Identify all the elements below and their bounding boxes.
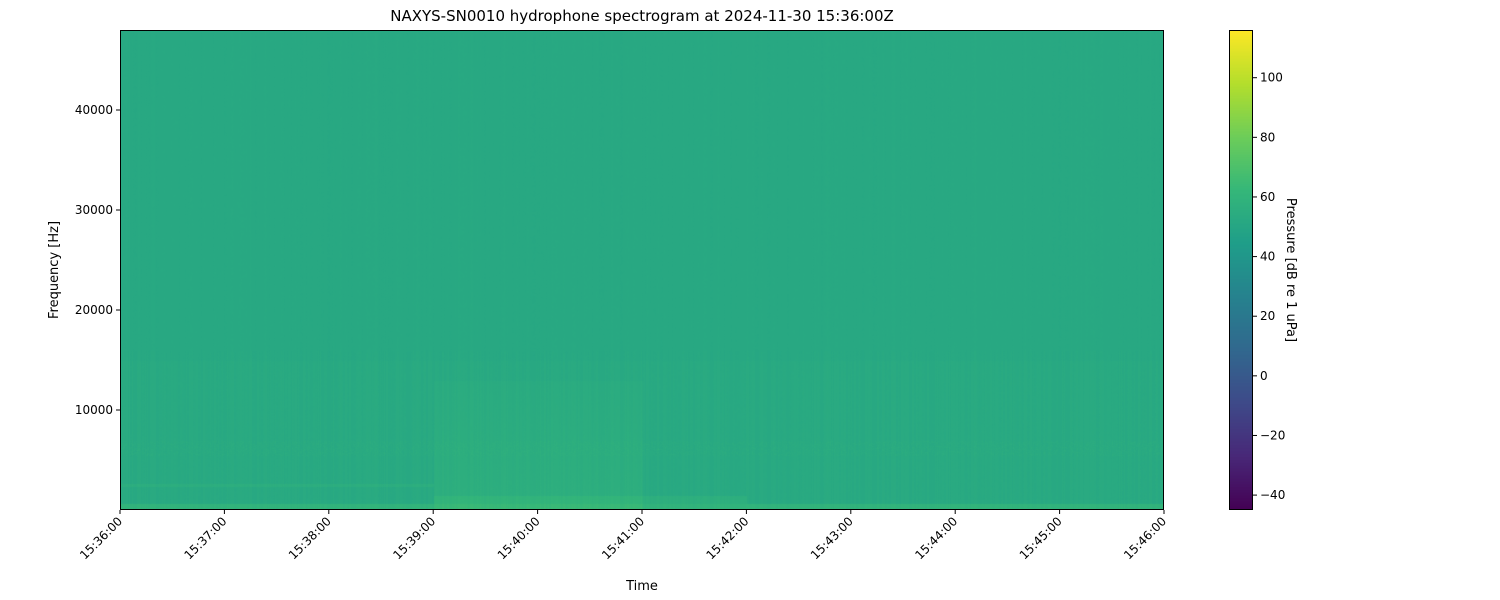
x-tick-label: 15:43:00 (808, 514, 856, 562)
x-tick-label: 15:40:00 (495, 514, 543, 562)
x-tick-label: 15:45:00 (1017, 514, 1065, 562)
y-tick-label: 20000 (75, 303, 113, 317)
colorbar-label: Pressure [dB re 1 uPa] (1283, 198, 1298, 342)
y-tick-label: 40000 (75, 103, 113, 117)
colorbar-tick-label: 20 (1260, 309, 1275, 323)
colorbar-gradient (1229, 30, 1253, 510)
colorbar-tick-label: 40 (1260, 250, 1275, 264)
x-tick-label: 15:46:00 (1121, 514, 1169, 562)
colorbar-axis: −40 −20 0 20 40 60 80 100 (1253, 71, 1285, 502)
spectrogram-image (120, 30, 1164, 510)
plot-frame (120, 30, 1164, 510)
x-tick-label: 15:38:00 (286, 514, 334, 562)
x-axis: 15:36:00 15:37:00 15:38:00 15:39:00 15:40:00… (77, 510, 1169, 562)
colorbar-tick-label: 0 (1260, 369, 1268, 383)
colorbar-tick-label: 100 (1260, 71, 1283, 85)
x-tick-label: 15:37:00 (182, 514, 230, 562)
x-tick-label: 15:42:00 (704, 514, 752, 562)
x-axis-label: Time (625, 579, 658, 594)
colorbar-tick-label: −40 (1260, 488, 1285, 502)
y-tick-label: 30000 (75, 203, 113, 217)
y-axis-label: Frequency [Hz] (47, 221, 62, 319)
colorbar-tick-label: 80 (1260, 130, 1275, 144)
x-tick-label: 15:39:00 (390, 514, 438, 562)
colorbar-tick-label: −20 (1260, 428, 1285, 442)
chart-title: NAXYS-SN0010 hydrophone spectrogram at 2… (390, 7, 894, 25)
y-tick-label: 10000 (75, 403, 113, 417)
colorbar-tick-label: 60 (1260, 190, 1275, 204)
colorbar-frame (1229, 30, 1253, 510)
x-tick-label: 15:41:00 (599, 514, 647, 562)
x-tick-label: 15:44:00 (912, 514, 960, 562)
y-axis: 10000 20000 30000 40000 (75, 103, 120, 417)
x-tick-label: 15:36:00 (77, 514, 125, 562)
